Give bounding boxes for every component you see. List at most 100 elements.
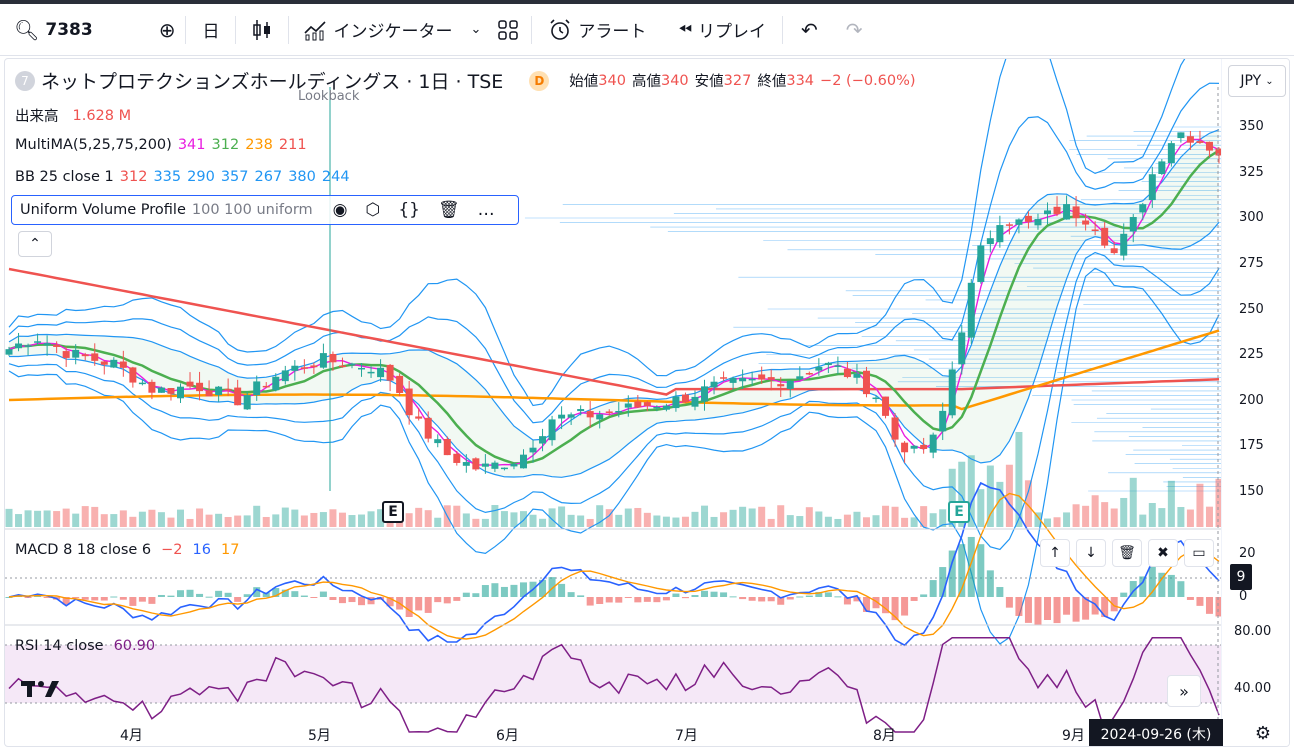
macd-histogram-bar [205,596,213,598]
interval-button[interactable]: 日 [186,10,235,50]
chart-type-button[interactable] [236,10,288,50]
symbol-search-button[interactable]: 🔍︎ 7383 [0,10,103,50]
trash-icon: 🗑︎ [1118,545,1136,561]
volume-bar [1044,518,1052,527]
candle-body [491,462,499,469]
scroll-to-realtime-button[interactable]: » [1167,675,1201,707]
macd-histogram-bar [872,597,880,609]
volume-bar [958,461,966,527]
bb-legend[interactable]: BB 25 close 1 312 335 290 357 267 380 24… [15,169,350,185]
macd-histogram-bar [348,597,356,603]
macd-signal-value: 17 [220,542,240,558]
tradingview-logo[interactable] [21,677,61,705]
macd-legend[interactable]: MACD 8 18 close 6 −2 16 17 [15,542,239,558]
vp-actions: ◉ ⬡ {} 🗑︎ … [333,200,495,220]
search-icon: 🔍︎ [14,17,40,42]
earnings-marker-upcoming[interactable]: E [948,501,970,523]
volume-bar [643,512,651,527]
rsi-line [8,637,1220,733]
rsi-legend[interactable]: RSI 14 close 60.90 [15,638,155,654]
undo-button[interactable]: ↶ [783,10,836,50]
volume-bar [824,516,832,527]
symbol-title[interactable]: ネットプロテクションズホールディングス · 1日 · TSE [41,71,504,93]
volume-bars-layer [5,432,1223,527]
candle-body [929,434,937,453]
currency-dropdown[interactable]: JPY ⌄ [1228,65,1286,97]
macd-histogram-bar [1205,597,1213,614]
volume-bar [1005,464,1013,527]
chart-container[interactable]: 7 ネットプロテクションズホールディングス · 1日 · TSE D 始値 34… [4,58,1290,747]
macd-histogram-bar [796,596,804,598]
earnings-marker[interactable]: E [382,501,404,523]
multima-legend[interactable]: MultiMA(5,25,75,200) 341 312 238 211 [15,137,307,153]
macd-histogram-bar [491,583,499,597]
volume-profile-legend[interactable]: Uniform Volume Profile 100 100 uniform ◉… [11,195,519,225]
macd-histogram-bar [624,597,632,599]
time-axis[interactable]: 4月 5月 6月 7月 8月 9月 [5,719,1223,746]
price-scale[interactable]: 350 325 300 275 250 225 200 175 150 20 0… [1221,59,1289,746]
volume-bar [1053,517,1061,527]
delayed-badge[interactable]: D [529,70,550,91]
more-icon[interactable]: … [477,200,495,220]
candle-body [634,401,642,408]
candle-body [529,447,537,453]
replay-button[interactable]: ⏪︎ リプレイ [662,10,782,50]
compare-button[interactable]: ⊕ [149,10,186,50]
trash-icon[interactable]: 🗑︎ [438,200,460,220]
indicators-button[interactable]: インジケーター [289,10,466,50]
redo-button[interactable]: ↷ [836,10,873,50]
macd-histogram-bar [920,594,928,597]
macd-histogram-bar [72,597,80,598]
candle-body [243,395,251,410]
volume-bar [291,509,299,527]
volume-bar [176,509,184,527]
minimize-pane-button[interactable]: ▭ [1184,539,1214,567]
macd-histogram-bar [929,580,937,597]
candle-body [1120,233,1128,256]
templates-dropdown[interactable]: ⌄ [466,10,485,50]
macd-histogram-bar [691,595,699,597]
volume-bar [777,505,785,527]
collapse-legend-button[interactable]: ⌃ [18,231,52,257]
candle-body [262,385,270,388]
time-tick: 9月 [1062,728,1085,744]
delete-pane-button[interactable]: 🗑︎ [1112,539,1142,567]
macd-tick: 0 [1239,589,1248,604]
volume-legend[interactable]: 出来高 1.628 M [15,105,131,126]
volume-bar [986,465,994,527]
candle-body [272,376,280,391]
macd-histogram-bar [681,597,689,599]
macd-histogram-bar [643,597,651,602]
alert-button[interactable]: アラート [532,10,662,50]
macd-histogram-bar [510,584,518,597]
macd-histogram-bar [1120,592,1128,597]
volume-bar [100,514,108,527]
volume-bar [920,506,928,527]
candle-body [43,343,51,346]
move-pane-up-button[interactable]: ↑ [1040,539,1070,567]
chart-canvas[interactable] [5,59,1290,747]
maximize-pane-button[interactable]: ✖ [1148,539,1178,567]
macd-histogram-bar [596,597,604,604]
macd-histogram-bar [767,597,775,602]
settings-icon[interactable]: ⬡ [365,200,381,220]
volume-bar [1139,514,1147,527]
source-code-icon[interactable]: {} [398,200,420,220]
macd-histogram-bar [634,597,642,603]
layout-button[interactable] [485,10,531,50]
candle-body [157,387,165,393]
macd-histogram-bar [424,597,432,613]
volume-bar [1186,509,1194,527]
ma200-value: 211 [278,137,307,153]
volume-bar [491,505,499,527]
move-pane-down-button[interactable]: ↓ [1076,539,1106,567]
macd-histogram-bar [148,597,156,604]
candle-body [386,364,394,381]
candle-body [901,442,909,453]
macd-histogram-bar [472,593,480,597]
volume-bar [510,512,518,527]
volume-bar [748,508,756,527]
chart-settings-button[interactable]: ⚙ [1251,721,1275,745]
eye-icon[interactable]: ◉ [332,200,348,220]
candle-body [558,414,566,419]
